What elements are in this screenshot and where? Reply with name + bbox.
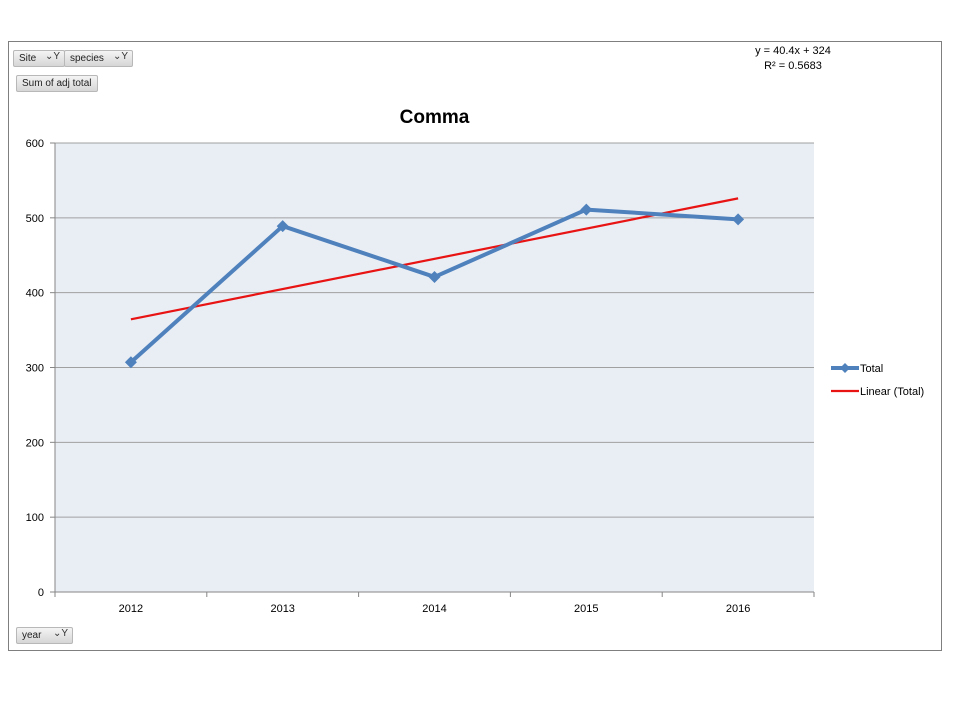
y-tick-label: 600 (26, 138, 44, 150)
data-point-marker (732, 213, 745, 226)
year-filter-button[interactable]: year ⌄Y (16, 627, 73, 644)
data-point-marker (124, 356, 137, 369)
chart-title: Comma (400, 107, 470, 128)
filter-icon: ⌄Y (52, 628, 68, 639)
y-tick-label: 0 (38, 587, 44, 599)
species-filter-button[interactable]: species ⌄Y (64, 50, 133, 67)
data-point-marker (580, 203, 593, 216)
legend-label-total: Total (860, 363, 883, 375)
trendline-r-squared: R² = 0.5683 (764, 60, 822, 72)
value-field-label: Sum of adj total (22, 78, 92, 89)
site-filter-label: Site (19, 53, 37, 64)
legend-label-trend: Linear (Total) (860, 386, 924, 398)
x-tick-label: 2012 (119, 603, 143, 615)
x-tick-label: 2014 (422, 603, 446, 615)
filter-icon: ⌄Y (112, 51, 128, 62)
data-point-marker (428, 270, 441, 283)
data-point-marker (276, 220, 289, 233)
x-tick-label: 2015 (574, 603, 598, 615)
year-filter-label: year (22, 630, 42, 641)
filter-icon: ⌄Y (44, 51, 60, 62)
y-tick-label: 200 (26, 437, 44, 449)
y-tick-label: 500 (26, 213, 44, 225)
y-tick-label: 100 (26, 512, 44, 524)
site-filter-button[interactable]: Site ⌄Y (13, 50, 65, 67)
value-field-button[interactable]: Sum of adj total (16, 75, 98, 92)
y-tick-label: 400 (26, 288, 44, 300)
x-tick-label: 2016 (726, 603, 750, 615)
y-tick-label: 300 (26, 363, 44, 375)
legend-marker-total (840, 363, 850, 373)
trendline-equation: y = 40.4x + 324 (755, 45, 831, 57)
trendline (130, 197, 739, 321)
species-filter-label: species (70, 53, 104, 64)
x-tick-label: 2013 (270, 603, 294, 615)
